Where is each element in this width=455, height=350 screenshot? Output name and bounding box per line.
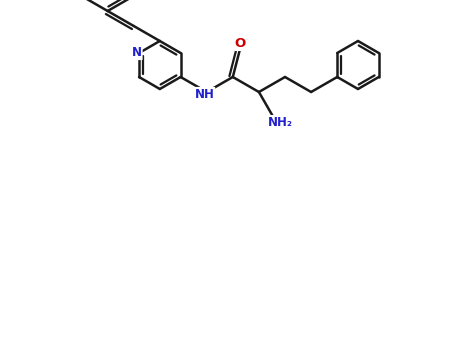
Text: O: O xyxy=(235,37,246,50)
Text: N: N xyxy=(132,47,142,60)
Text: NH₂: NH₂ xyxy=(268,116,293,128)
Text: NH: NH xyxy=(195,88,215,100)
